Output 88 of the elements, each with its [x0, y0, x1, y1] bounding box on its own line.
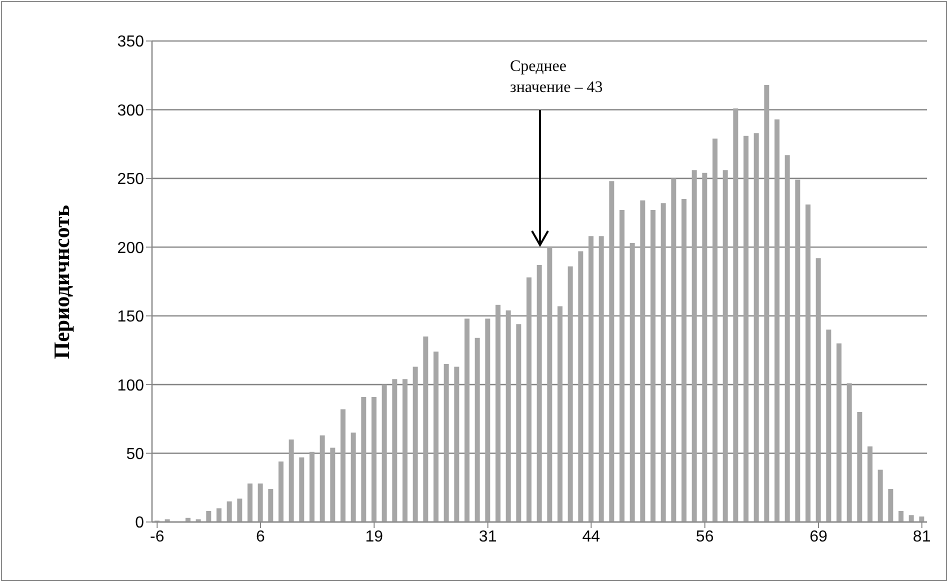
x-tick-label: 6: [256, 528, 266, 546]
bar: [764, 84, 770, 522]
x-tick-label: -6: [150, 528, 164, 546]
y-tick-label: 350: [117, 34, 144, 51]
bar: [248, 484, 252, 522]
y-tick-label: 250: [117, 171, 144, 188]
bar: [361, 396, 366, 522]
bar: [836, 343, 842, 522]
bar: [444, 364, 449, 522]
bar: [464, 318, 470, 522]
bar: [372, 396, 376, 522]
bar: [588, 236, 594, 522]
bar: [692, 170, 697, 522]
bar: [340, 409, 346, 522]
bar: [547, 247, 552, 522]
bar: [278, 462, 284, 522]
bar: [733, 108, 738, 522]
y-tick-label: 150: [117, 308, 144, 326]
bar: [558, 306, 562, 522]
bar: [216, 508, 222, 522]
bar: [350, 432, 356, 522]
bar: [660, 203, 666, 522]
bar: [609, 181, 614, 522]
bar: [774, 119, 780, 522]
bar: [671, 178, 676, 522]
bar: [454, 366, 460, 522]
bar: [330, 448, 336, 522]
bar: [878, 470, 883, 522]
bar: [578, 251, 584, 522]
bar: [536, 265, 542, 522]
y-tick-label: 0: [135, 514, 144, 532]
bar: [392, 379, 398, 522]
y-tick-label: 50: [126, 446, 144, 463]
bar: [423, 336, 428, 522]
bar: [320, 435, 325, 522]
bar: [682, 199, 686, 522]
bar: [434, 352, 438, 522]
bar: [485, 318, 490, 522]
bar: [268, 489, 274, 522]
bar: [908, 515, 914, 522]
annotation: Среднее значение – 43: [510, 57, 604, 98]
bar: [868, 446, 872, 522]
bar: [568, 266, 573, 522]
bar: [754, 133, 759, 522]
bar: [598, 236, 604, 522]
bar: [402, 379, 408, 522]
bar: [712, 138, 718, 522]
bar: [846, 383, 852, 522]
x-tick-label: 19: [365, 528, 384, 546]
bar: [784, 155, 790, 522]
bar: [299, 457, 304, 522]
bar: [806, 204, 810, 522]
x-tick-label: 44: [582, 528, 600, 546]
bar: [722, 170, 728, 522]
bar: [898, 511, 904, 522]
x-tick-label: 31: [478, 528, 497, 546]
bar: [516, 324, 522, 522]
bar: [258, 484, 263, 522]
bar: [630, 243, 635, 522]
bar: [702, 172, 708, 522]
bar: [506, 310, 511, 522]
bar: [412, 366, 418, 522]
x-tick-label: 81: [912, 528, 931, 546]
bar: [310, 452, 314, 522]
bar: [474, 338, 480, 522]
y-tick-label: 100: [117, 377, 144, 394]
bar: [744, 136, 748, 522]
bar: [288, 440, 294, 522]
x-tick-label: 56: [696, 528, 714, 546]
bar: [888, 489, 894, 522]
bar: [237, 498, 242, 522]
bar: [226, 501, 232, 522]
bar: [496, 304, 500, 522]
y-tick-label: 300: [117, 102, 144, 120]
bar: [826, 330, 832, 522]
bar: [526, 277, 532, 522]
bar: [206, 511, 212, 522]
bar: [620, 210, 624, 522]
x-tick-label: 69: [810, 528, 828, 546]
bar: [640, 200, 646, 522]
bar: [650, 210, 656, 522]
y-tick-label: 200: [117, 240, 144, 257]
bar: [857, 412, 862, 522]
bar: [919, 516, 924, 522]
bar: [816, 258, 821, 522]
y-axis-title: Периодичнсоть: [49, 205, 75, 359]
bar: [795, 180, 800, 522]
bar: [382, 384, 387, 522]
